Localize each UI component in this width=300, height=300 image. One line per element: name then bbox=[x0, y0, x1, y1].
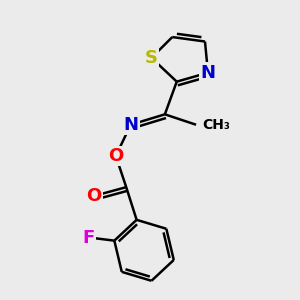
Text: O: O bbox=[86, 187, 101, 205]
Text: N: N bbox=[123, 116, 138, 134]
Text: N: N bbox=[200, 64, 215, 82]
Text: F: F bbox=[82, 229, 94, 247]
Text: O: O bbox=[108, 147, 123, 165]
Text: S: S bbox=[145, 49, 158, 67]
Text: CH₃: CH₃ bbox=[202, 118, 230, 132]
